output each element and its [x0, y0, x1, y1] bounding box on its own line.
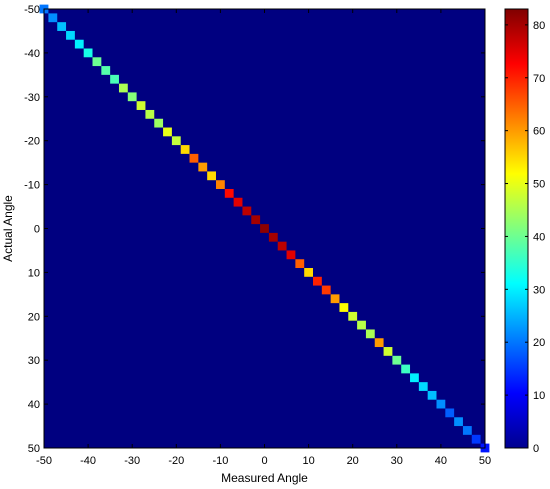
y-tick-label: 30	[28, 355, 40, 367]
heatmap-area	[39, 4, 490, 453]
heatmap-cell	[436, 399, 446, 409]
x-tick-label: 50	[479, 455, 491, 467]
heatmap-cell	[374, 338, 384, 348]
heatmap-cell	[286, 250, 296, 260]
heatmap-cell	[392, 355, 402, 365]
heatmap-cell	[321, 285, 331, 295]
y-tick-label: 10	[28, 267, 40, 279]
colorbar-tick-label: 0	[533, 443, 539, 455]
colorbar-tick-label: 80	[533, 20, 545, 32]
heatmap-cell	[74, 39, 84, 49]
heatmap-cell	[445, 408, 455, 418]
x-tick-label: 20	[347, 455, 359, 467]
x-tick-label: -40	[80, 455, 96, 467]
heatmap-cell	[471, 434, 481, 444]
heatmap-cell	[189, 153, 199, 163]
heatmap-cell	[383, 347, 393, 356]
heatmap-cell	[66, 30, 75, 40]
heatmap-cell	[418, 382, 428, 391]
heatmap-cell	[242, 206, 252, 216]
heatmap-cell	[136, 101, 146, 110]
heatmap-cell	[163, 127, 172, 137]
x-axis-title: Measured Angle	[221, 471, 308, 485]
heatmap-cell	[57, 22, 67, 31]
colorbar-tick-label: 40	[533, 231, 545, 243]
heatmap-cell	[454, 417, 463, 427]
heatmap-cell	[110, 74, 119, 84]
y-tick-label: -30	[24, 92, 40, 104]
x-tick-label: 0	[261, 455, 267, 467]
axes: -50 -40 -30 -20 -10 0 10 20 30 40 50-50-40-30-20-1…	[24, 4, 491, 467]
x-tick-label: -20	[168, 455, 184, 467]
heatmap-cell	[215, 180, 225, 189]
heatmap-cell	[127, 92, 137, 102]
heatmap-cell	[462, 426, 472, 435]
x-tick-label: -30	[124, 455, 140, 467]
heatmap-cell	[277, 241, 287, 251]
y-axis-title: Actual Angle	[1, 195, 15, 262]
y-tick-label: -40	[24, 48, 40, 60]
y-tick-label: -50	[24, 4, 40, 16]
heatmap-cell	[48, 13, 58, 23]
x-tick-label: 30	[391, 455, 403, 467]
heatmap-cell	[348, 311, 358, 321]
heatmap-cell	[410, 373, 419, 383]
heatmap-cell	[260, 224, 269, 233]
heatmap-cell	[101, 66, 111, 75]
x-tick-label: -10	[212, 455, 228, 467]
heatmap-cell	[365, 329, 375, 339]
heatmap-cell	[92, 57, 102, 67]
heatmap-cell	[224, 188, 234, 198]
heatmap-cell	[171, 136, 181, 146]
colorbar-scale	[504, 8, 529, 449]
colorbar-tick-label: 70	[533, 73, 545, 85]
y-tick-label: 40	[28, 399, 40, 411]
heatmap-cell	[304, 268, 314, 277]
x-tick-label: 10	[302, 455, 314, 467]
heatmap-cell	[339, 303, 349, 312]
heatmap-cell	[313, 276, 322, 286]
heatmap-cell	[198, 162, 208, 172]
heatmap-cell	[145, 109, 155, 119]
heatmap-cell	[427, 390, 437, 400]
heatmap-cell	[233, 197, 243, 207]
heatmap-cell	[83, 48, 93, 58]
y-tick-label: 20	[28, 311, 40, 323]
x-tick-label: 40	[435, 455, 447, 467]
colorbar-tick-label: 30	[533, 284, 545, 296]
heatmap-cell	[295, 259, 305, 269]
heatmap-cell	[357, 320, 366, 330]
heatmap-cell	[207, 171, 216, 181]
x-tick-label: -50	[36, 455, 52, 467]
colorbar-tick-label: 10	[533, 390, 545, 402]
colorbar: 0 10 20 30 40 50 60 70 80	[504, 8, 545, 455]
heatmap-cell	[401, 364, 411, 374]
heatmap-cell	[154, 118, 164, 128]
heatmap-cell	[251, 215, 261, 225]
y-tick-label: 50	[28, 443, 40, 455]
y-tick-label: 0	[34, 224, 40, 236]
y-tick-label: -10	[24, 180, 40, 192]
colorbar-tick-label: 50	[533, 179, 545, 191]
heatmap-cell	[180, 145, 190, 154]
y-tick-label: -20	[24, 136, 40, 148]
heatmap-cell	[118, 83, 128, 93]
colorbar-tick-label: 20	[533, 337, 545, 349]
colorbar-tick-label: 60	[533, 126, 545, 138]
heatmap-cell	[330, 294, 340, 304]
heatmap-cell	[268, 232, 278, 242]
